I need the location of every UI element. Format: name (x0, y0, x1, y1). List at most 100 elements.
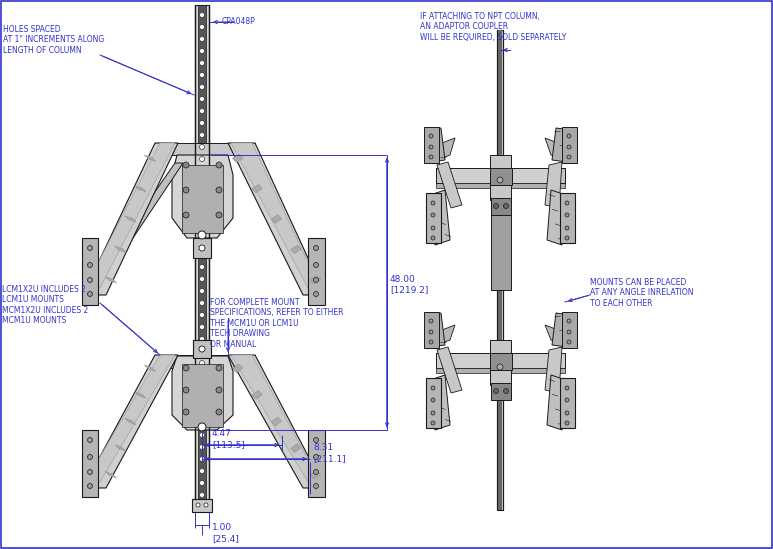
Circle shape (199, 36, 205, 42)
Polygon shape (308, 238, 325, 305)
Circle shape (199, 373, 205, 378)
Polygon shape (437, 347, 462, 393)
Circle shape (503, 389, 509, 394)
Circle shape (199, 72, 205, 77)
Circle shape (199, 245, 205, 251)
Polygon shape (124, 418, 136, 425)
Polygon shape (437, 325, 455, 345)
Circle shape (565, 398, 569, 402)
Circle shape (503, 204, 509, 209)
Text: 48.00
[1219.2]: 48.00 [1219.2] (390, 275, 428, 294)
Polygon shape (83, 143, 178, 295)
Polygon shape (562, 127, 577, 163)
Polygon shape (545, 162, 562, 208)
Circle shape (199, 433, 205, 438)
Circle shape (199, 384, 205, 389)
Polygon shape (195, 5, 209, 510)
Circle shape (199, 457, 205, 462)
Polygon shape (497, 30, 503, 510)
Circle shape (431, 213, 435, 217)
Polygon shape (291, 444, 301, 452)
Circle shape (199, 60, 205, 65)
Polygon shape (498, 30, 502, 510)
Polygon shape (430, 375, 450, 430)
Polygon shape (430, 190, 450, 245)
Circle shape (199, 97, 205, 102)
Polygon shape (552, 313, 571, 347)
Polygon shape (192, 499, 212, 512)
Text: 8.31
[211.1]: 8.31 [211.1] (313, 443, 346, 463)
Circle shape (199, 312, 205, 317)
Circle shape (567, 134, 571, 138)
Circle shape (216, 162, 222, 168)
Polygon shape (553, 168, 565, 183)
Polygon shape (193, 238, 211, 258)
Polygon shape (291, 245, 301, 254)
Circle shape (183, 365, 189, 371)
Circle shape (497, 177, 503, 183)
Polygon shape (310, 470, 321, 479)
Circle shape (565, 386, 569, 390)
Polygon shape (545, 325, 564, 345)
Circle shape (183, 212, 189, 218)
Circle shape (216, 409, 222, 415)
Circle shape (431, 226, 435, 230)
Circle shape (199, 492, 205, 497)
Polygon shape (436, 168, 448, 183)
Text: IF ATTACHING TO NPT COLUMN,
AN ADAPTOR COUPLER
WILL BE REQUIRED, SOLD SEPARATELY: IF ATTACHING TO NPT COLUMN, AN ADAPTOR C… (420, 12, 567, 42)
Circle shape (87, 277, 93, 283)
Polygon shape (547, 190, 566, 245)
Polygon shape (560, 193, 575, 243)
Circle shape (199, 48, 205, 53)
Polygon shape (85, 143, 175, 288)
Polygon shape (436, 168, 565, 183)
Circle shape (314, 484, 318, 489)
Polygon shape (545, 138, 564, 160)
Polygon shape (228, 143, 325, 295)
Circle shape (199, 144, 205, 149)
Circle shape (199, 337, 205, 341)
Polygon shape (115, 445, 127, 451)
Circle shape (199, 13, 205, 18)
Circle shape (431, 386, 435, 390)
Circle shape (431, 411, 435, 415)
Polygon shape (436, 353, 565, 368)
Polygon shape (82, 238, 98, 305)
Circle shape (429, 319, 433, 323)
Circle shape (199, 85, 205, 89)
Polygon shape (426, 313, 445, 347)
Circle shape (314, 292, 318, 296)
Circle shape (216, 387, 222, 393)
Polygon shape (155, 143, 255, 155)
Circle shape (199, 421, 205, 425)
Circle shape (567, 319, 571, 323)
Circle shape (199, 156, 205, 161)
Circle shape (216, 212, 222, 218)
Circle shape (87, 292, 93, 296)
Polygon shape (83, 355, 178, 488)
Polygon shape (436, 368, 565, 373)
Circle shape (199, 228, 205, 233)
Text: MOUNTS CAN BE PLACED
AT ANY ANGLE INRELATION
TO EACH OTHER: MOUNTS CAN BE PLACED AT ANY ANGLE INRELA… (590, 278, 693, 308)
Circle shape (314, 245, 318, 250)
Circle shape (199, 216, 205, 221)
Circle shape (314, 469, 318, 474)
Polygon shape (308, 430, 325, 497)
Polygon shape (252, 390, 262, 399)
Circle shape (199, 396, 205, 401)
Polygon shape (271, 417, 281, 426)
Circle shape (199, 109, 205, 114)
Polygon shape (426, 378, 441, 428)
Circle shape (198, 231, 206, 239)
Polygon shape (231, 355, 320, 482)
Circle shape (183, 162, 189, 168)
Polygon shape (182, 165, 223, 233)
Circle shape (183, 187, 189, 193)
Polygon shape (491, 215, 511, 290)
Circle shape (87, 469, 93, 474)
Circle shape (87, 245, 93, 250)
Circle shape (199, 361, 205, 366)
Circle shape (199, 193, 205, 198)
Polygon shape (124, 216, 136, 222)
Polygon shape (426, 193, 441, 243)
